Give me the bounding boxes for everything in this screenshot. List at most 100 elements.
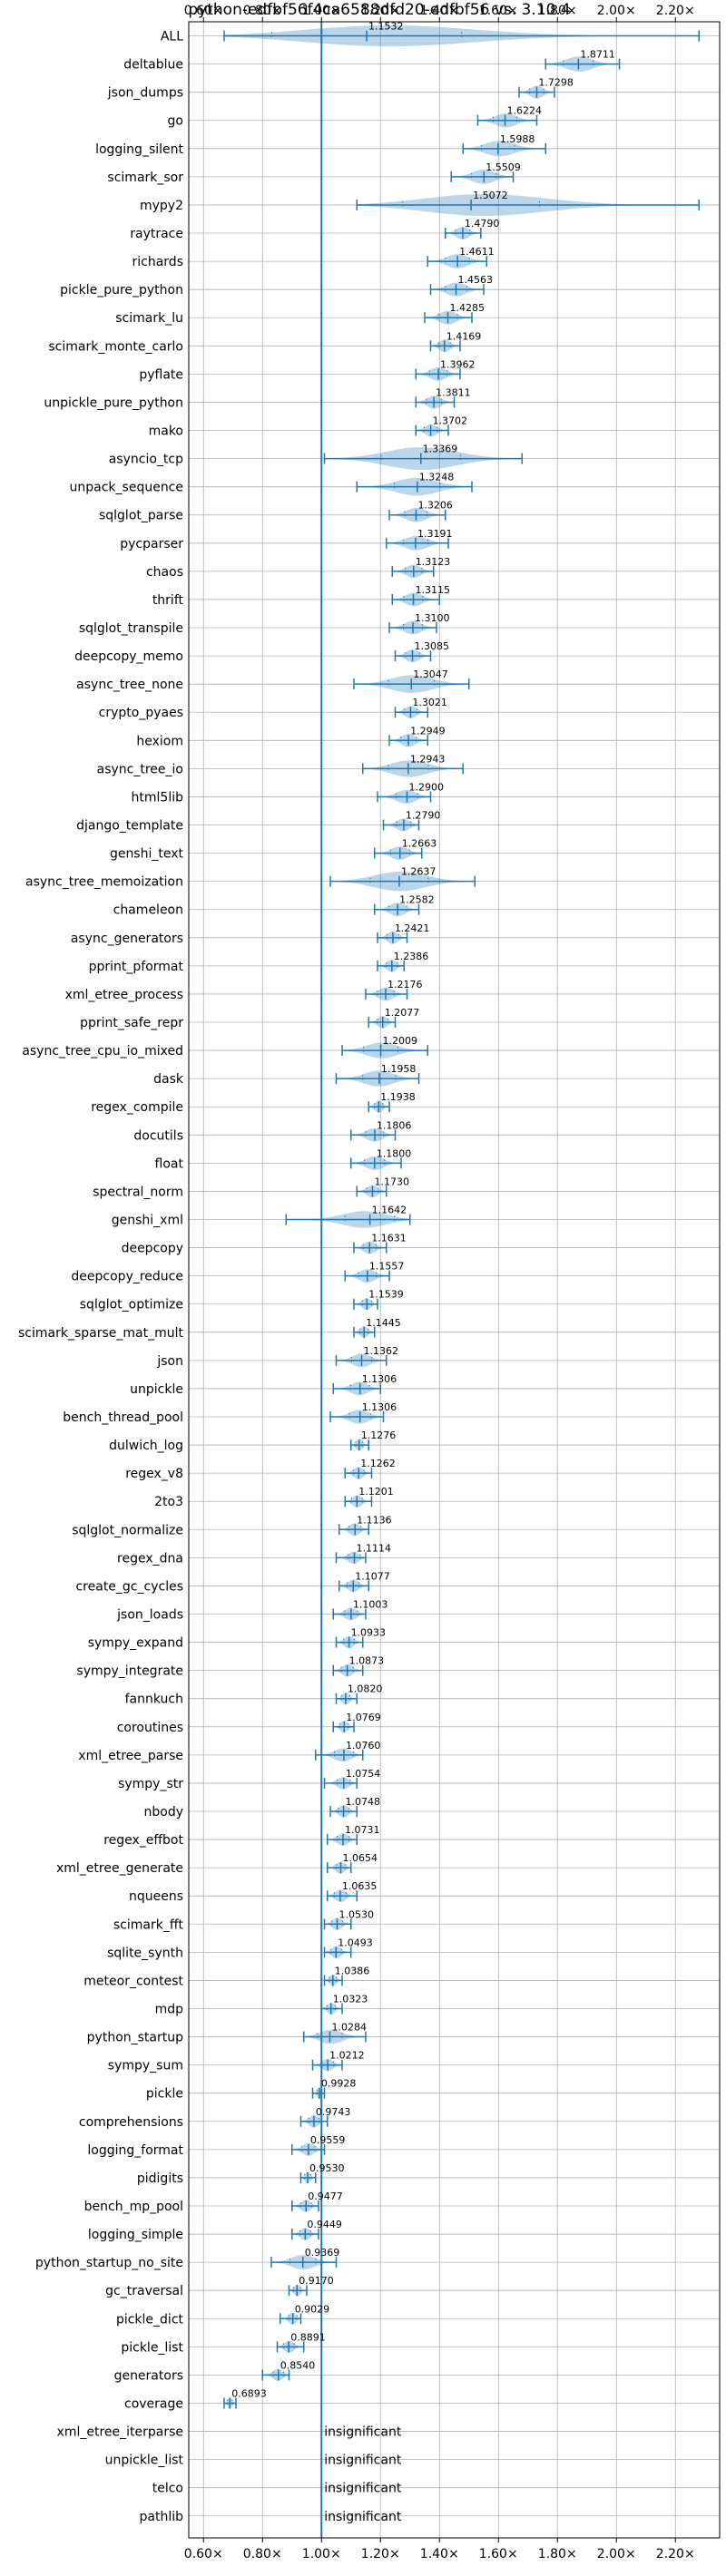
category-label: scimark_sor: [107, 171, 183, 185]
category-label: deepcopy_memo: [74, 649, 183, 664]
category-label: fannkuch: [125, 1693, 183, 1707]
x-tick-label-bottom: 1.80×: [538, 2547, 577, 2561]
x-tick-label-bottom: 1.60×: [479, 2547, 518, 2561]
category-label: pyflate: [139, 367, 183, 382]
value-label: 1.4611: [459, 246, 495, 258]
category-label: pickle: [146, 2087, 183, 2102]
value-label: 0.9029: [295, 2303, 330, 2315]
value-label: 1.0748: [346, 1796, 381, 1808]
value-label: 0.9170: [299, 2275, 334, 2287]
value-label: 1.5509: [486, 161, 521, 173]
x-axis-bottom: 0.60× 0.80× 1.00× 1.20× 1.40× 1.60× 1.80× 2.00×…: [184, 2538, 695, 2561]
value-label: 1.0760: [346, 1740, 381, 1751]
category-label: async_tree_memoization: [25, 875, 183, 890]
category-label: richards: [132, 255, 184, 269]
x-tick-label-top: 0.60×: [184, 4, 223, 18]
value-label: 1.3248: [419, 472, 455, 483]
value-label: 1.7298: [538, 77, 574, 89]
category-label: sqlglot_transpile: [79, 621, 183, 636]
value-label: 1.3206: [417, 500, 453, 512]
value-label: 0.6893: [231, 2387, 267, 2399]
value-label: 1.4169: [446, 330, 482, 342]
value-label: 1.1136: [357, 1514, 392, 1526]
category-label: sympy_integrate: [76, 1664, 183, 1679]
value-label: 0.9559: [310, 2134, 346, 2146]
x-tick-label-bottom: 1.20×: [361, 2547, 400, 2561]
value-label: 0.9449: [307, 2219, 342, 2230]
category-label: html5lib: [132, 790, 184, 805]
category-label: regex_compile: [91, 1100, 183, 1115]
x-tick-label-bottom: 1.00×: [302, 2547, 341, 2561]
category-label: pathlib: [140, 2510, 184, 2524]
category-label: genshi_text: [110, 847, 184, 862]
category-label: unpickle_pure_python: [44, 395, 183, 410]
value-label: 1.1806: [377, 1119, 412, 1131]
category-label: pickle_dict: [116, 2312, 184, 2327]
value-label: 1.2663: [402, 838, 437, 850]
category-label: json: [156, 1354, 183, 1369]
value-label: 1.0386: [335, 1965, 370, 1976]
category-label: comprehensions: [79, 2115, 183, 2130]
value-label: 1.3085: [415, 640, 450, 652]
category-label: pprint_safe_repr: [80, 1016, 183, 1030]
value-label: 1.8711: [580, 49, 615, 61]
category-label: pickle_pure_python: [60, 283, 183, 298]
category-label: mypy2: [140, 199, 183, 213]
value-label: 1.1557: [369, 1261, 405, 1273]
category-label: spectral_norm: [93, 1185, 183, 1199]
value-label: 1.4790: [465, 218, 500, 229]
value-label: 1.2176: [388, 979, 423, 990]
value-label: 1.2077: [385, 1007, 420, 1019]
value-label: 1.0769: [346, 1712, 381, 1723]
category-label: mdp: [155, 2002, 184, 2016]
category-label: logging_simple: [88, 2228, 183, 2242]
category-label: chameleon: [113, 903, 183, 918]
category-label: sqlite_synth: [107, 1946, 183, 1960]
category-label: pickle_list: [121, 2340, 183, 2355]
value-label: 1.5072: [473, 190, 508, 201]
category-label: bench_mp_pool: [84, 2200, 183, 2214]
value-label: 1.1958: [381, 1063, 417, 1075]
value-label: 1.3962: [440, 358, 476, 370]
category-label: float: [155, 1156, 184, 1171]
value-label: 1.3369: [423, 444, 458, 455]
value-label: 0.9477: [308, 2191, 343, 2202]
category-label: crypto_pyaes: [99, 706, 183, 720]
category-label: scimark_monte_carlo: [48, 339, 183, 354]
category-label: unpack_sequence: [70, 481, 183, 495]
x-tick-label-top: 1.80×: [538, 4, 577, 18]
value-label: 1.1730: [374, 1176, 409, 1187]
value-label: 1.1445: [366, 1317, 401, 1329]
value-label: 1.0212: [329, 2050, 365, 2062]
category-label: scimark_fft: [113, 1917, 184, 1932]
value-label: 0.8891: [290, 2331, 326, 2343]
category-label: coroutines: [117, 1721, 183, 1735]
value-label: 1.1306: [362, 1373, 397, 1385]
category-label: pycparser: [120, 537, 183, 551]
category-label: scimark_lu: [115, 311, 183, 326]
category-label: pprint_pformat: [89, 960, 184, 974]
category-label: mako: [149, 424, 183, 439]
category-label: ALL: [161, 30, 183, 44]
value-label: 1.3811: [436, 386, 471, 398]
category-label: sqlglot_optimize: [80, 1298, 183, 1312]
category-label: xml_etree_process: [65, 988, 183, 1002]
value-label: 1.0820: [348, 1683, 383, 1695]
category-label: nqueens: [129, 1889, 183, 1904]
category-label: async_generators: [71, 932, 183, 946]
category-label: regex_effbot: [103, 1833, 183, 1848]
value-label: 1.0654: [343, 1852, 378, 1864]
category-label: python_startup: [87, 2031, 183, 2045]
category-label: gc_traversal: [105, 2284, 183, 2298]
category-label: coverage: [124, 2396, 183, 2411]
insignificant-label: insignificant: [324, 2454, 402, 2468]
value-label: 1.3100: [415, 612, 450, 624]
value-label: 1.0284: [331, 2022, 367, 2034]
value-label: 1.1201: [358, 1486, 394, 1498]
x-tick-label-top: 0.80×: [243, 4, 282, 18]
value-label: 1.0731: [345, 1824, 380, 1836]
value-label: 1.1631: [371, 1233, 407, 1244]
category-label: sympy_expand: [88, 1636, 183, 1651]
value-label: 1.3123: [416, 556, 451, 568]
category-label: generators: [114, 2368, 183, 2383]
